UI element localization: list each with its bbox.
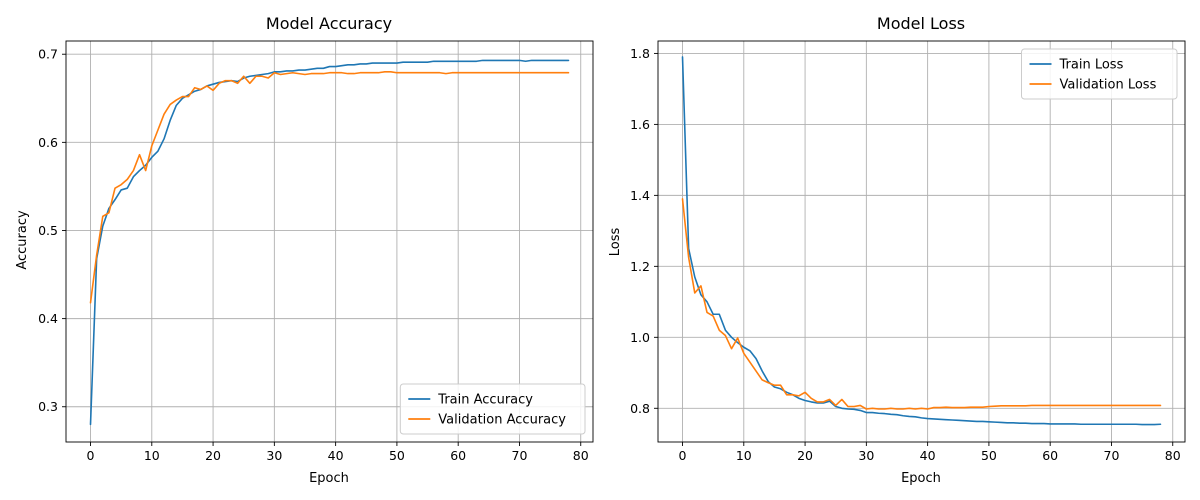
accuracy-legend-box — [399, 383, 586, 435]
loss-x-tick-label: 0 — [679, 448, 687, 463]
loss-x-tick-label: 60 — [1042, 448, 1058, 463]
accuracy-y-tick-label: 0.3 — [38, 399, 58, 414]
loss-legend: Train Loss Validation Loss — [1021, 48, 1178, 100]
loss-legend-box — [1021, 48, 1178, 100]
loss-y-axis-label: Loss — [608, 228, 623, 257]
loss-y-tick-label: 0.8 — [630, 401, 650, 416]
loss-y-tick-label: 1.8 — [630, 46, 650, 61]
loss-x-tick-label: 80 — [1165, 448, 1181, 463]
loss-y-tick-label: 1.0 — [630, 330, 650, 345]
accuracy-x-tick-label: 20 — [205, 448, 221, 463]
train-loss-legend-label: Train Loss — [1059, 58, 1124, 73]
accuracy-x-tick-label: 60 — [450, 448, 466, 463]
accuracy-y-tick-label: 0.6 — [38, 135, 58, 150]
loss-x-tick-label: 10 — [736, 448, 752, 463]
loss-y-tick-label: 1.4 — [630, 188, 650, 203]
accuracy-x-tick-label: 50 — [389, 448, 405, 463]
loss-x-axis-label: Epoch — [901, 471, 941, 486]
loss-chart-panel: Model Loss Epoch Loss 0 10 20 30 40 50 60 70 80 0… — [608, 14, 1186, 486]
loss-y-tick-label: 1.6 — [630, 117, 650, 132]
accuracy-x-tick-label: 70 — [512, 448, 528, 463]
loss-x-tick-label: 20 — [797, 448, 813, 463]
accuracy-x-tick-label: 30 — [266, 448, 282, 463]
accuracy-y-axis-label: Accuracy — [15, 210, 30, 270]
validation-accuracy-legend-label: Validation Accuracy — [438, 413, 566, 428]
validation-loss-legend-label: Validation Loss — [1060, 78, 1157, 93]
loss-chart-title: Model Loss — [877, 14, 965, 33]
accuracy-chart-title: Model Accuracy — [266, 14, 392, 33]
accuracy-x-tick-label: 10 — [144, 448, 160, 463]
accuracy-x-axis-label: Epoch — [309, 471, 349, 486]
train-accuracy-legend-label: Train Accuracy — [437, 393, 533, 408]
accuracy-y-tick-label: 0.5 — [38, 223, 58, 238]
accuracy-x-tick-label: 0 — [87, 448, 95, 463]
loss-plot-frame — [657, 40, 1186, 443]
train-accuracy-line — [89, 59, 570, 426]
loss-x-tick-label: 70 — [1104, 448, 1120, 463]
accuracy-y-tick-label: 0.4 — [38, 311, 58, 326]
loss-x-tick-label: 40 — [920, 448, 936, 463]
accuracy-chart-panel: Model Accuracy Epoch Accuracy 0 10 20 30 40 5… — [15, 14, 594, 486]
validation-loss-line — [681, 198, 1162, 410]
train-loss-line — [681, 56, 1162, 426]
accuracy-legend: Train Accuracy Validation Accuracy — [399, 383, 586, 435]
accuracy-x-tick-label: 40 — [328, 448, 344, 463]
accuracy-y-tick-label: 0.7 — [38, 47, 58, 62]
validation-accuracy-line — [89, 71, 570, 304]
accuracy-plot-frame — [65, 40, 594, 443]
accuracy-x-tick-label: 80 — [573, 448, 589, 463]
loss-y-tick-label: 1.2 — [630, 259, 650, 274]
loss-x-tick-label: 50 — [981, 448, 997, 463]
loss-x-tick-label: 30 — [858, 448, 874, 463]
